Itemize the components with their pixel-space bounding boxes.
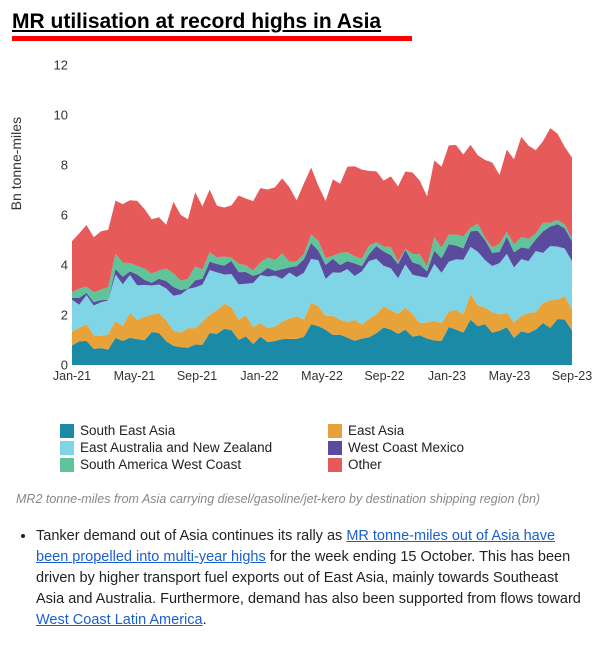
x-tick: Sep-21 xyxy=(177,369,217,383)
legend-label: West Coast Mexico xyxy=(348,440,464,455)
x-tick: Jan-21 xyxy=(53,369,91,383)
body-bullet: Tanker demand out of Asia continues its … xyxy=(36,526,588,631)
y-tick: 12 xyxy=(52,58,68,73)
legend-item-sa_wc: South America West Coast xyxy=(60,457,328,472)
legend-swatch xyxy=(328,458,342,472)
legend-item-east_aus_nz: East Australia and New Zealand xyxy=(60,440,328,455)
x-tick: Sep-22 xyxy=(364,369,404,383)
legend-swatch xyxy=(60,424,74,438)
y-tick: 10 xyxy=(52,108,68,123)
legend-item-east_asia: East Asia xyxy=(328,423,596,438)
y-tick: 6 xyxy=(52,208,68,223)
body-link[interactable]: West Coast Latin America xyxy=(36,612,203,628)
chart-legend: South East Asia East Asia East Australia a… xyxy=(60,423,596,472)
legend-label: South East Asia xyxy=(80,423,175,438)
body-link[interactable]: MR tonne-miles out of Asia have been pro… xyxy=(36,528,555,565)
x-tick: May-21 xyxy=(114,369,156,383)
legend-item-wc_mexico: West Coast Mexico xyxy=(328,440,596,455)
y-tick: 4 xyxy=(52,258,68,273)
area-chart-svg xyxy=(72,65,572,365)
headline-red-underline xyxy=(12,36,412,41)
chart-caption: MR2 tonne-miles from Asia carrying diese… xyxy=(16,492,592,506)
y-tick: 2 xyxy=(52,308,68,323)
page-headline: MR utilisation at record highs in Asia xyxy=(12,10,596,34)
x-tick: Jan-22 xyxy=(240,369,278,383)
x-tick: Jan-23 xyxy=(428,369,466,383)
x-tick: May-22 xyxy=(301,369,343,383)
legend-swatch xyxy=(328,441,342,455)
y-tick: 8 xyxy=(52,158,68,173)
plot-area xyxy=(72,65,572,365)
legend-item-south_east_asia: South East Asia xyxy=(60,423,328,438)
legend-label: Other xyxy=(348,457,382,472)
legend-label: South America West Coast xyxy=(80,457,241,472)
legend-swatch xyxy=(60,441,74,455)
body-text: Tanker demand out of Asia continues its … xyxy=(36,526,588,631)
x-tick: May-23 xyxy=(489,369,531,383)
legend-swatch xyxy=(60,458,74,472)
x-tick: Sep-23 xyxy=(552,369,592,383)
legend-item-other: Other xyxy=(328,457,596,472)
area-chart: Bn tonne-miles 024681012 Jan-21May-21Sep… xyxy=(24,55,584,415)
legend-label: East Asia xyxy=(348,423,404,438)
y-axis-label: Bn tonne-miles xyxy=(8,117,24,210)
legend-label: East Australia and New Zealand xyxy=(80,440,272,455)
legend-swatch xyxy=(328,424,342,438)
